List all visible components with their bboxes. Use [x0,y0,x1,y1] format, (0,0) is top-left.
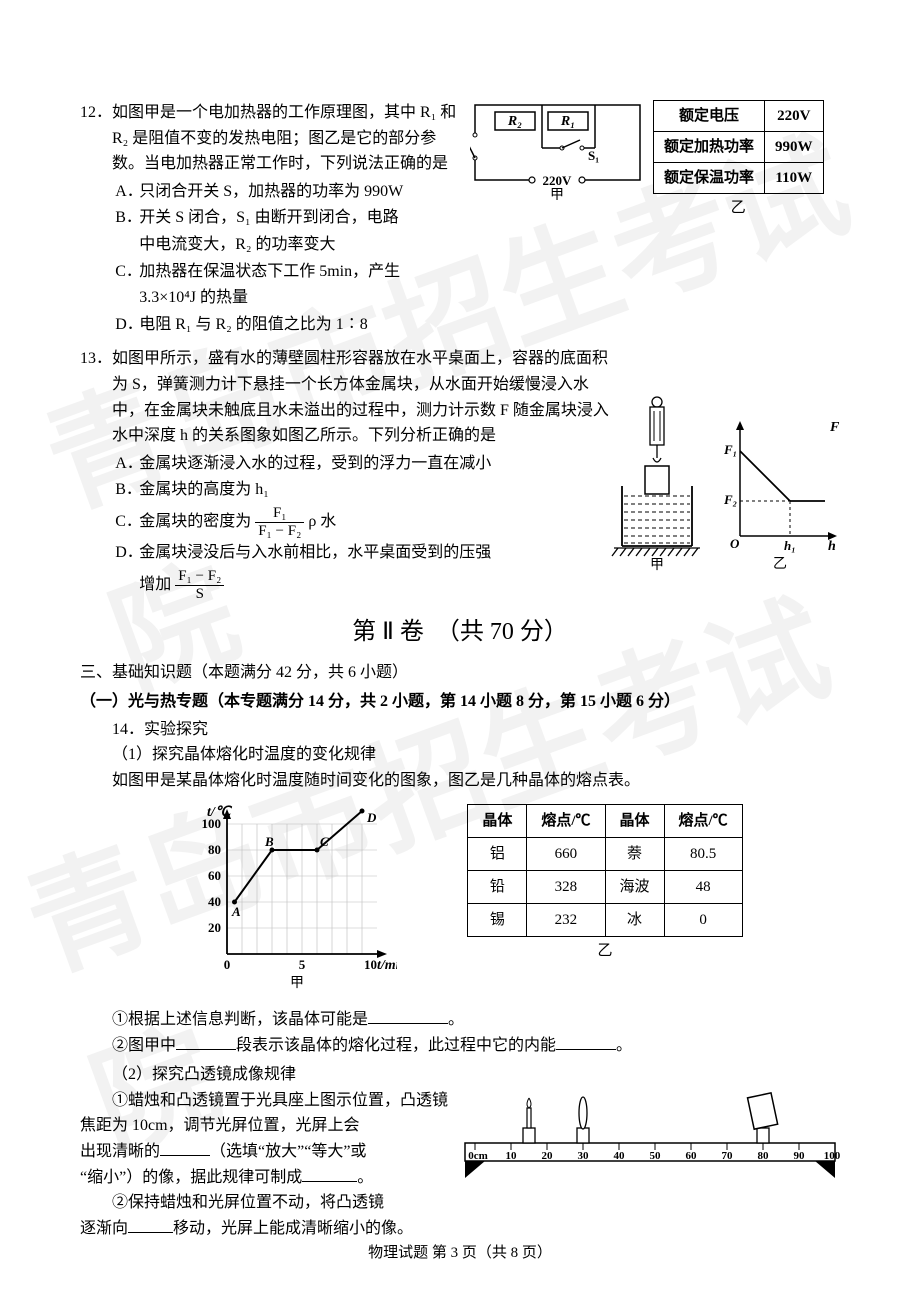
svg-text:70: 70 [722,1150,734,1162]
q12-param-table-yi: 额定电压220V 额定加热功率990W 额定保温功率110W 乙 [653,100,824,220]
q14-q1-1: ①根据上述信息判断，该晶体可能是。 [80,1007,840,1033]
q14-p1-desc: 如图甲是某晶体熔化时温度随时间变化的图象，图乙是几种晶体的熔点表。 [80,768,840,794]
mt-23: 0 [664,903,742,936]
q13-opt-d2: 增加 F₁ − F₂S [115,567,840,602]
page-footer: 物理试题 第 3 页（共 8 页） [0,1241,920,1265]
mt-03: 80.5 [664,837,742,870]
circuit-label-jia: 甲 [550,188,564,200]
svg-text:h₁: h₁ [784,538,796,553]
svg-text:30: 30 [578,1150,590,1162]
q14-p2-2a: ②保持蜡烛和光屏位置不动，将凸透镜 [80,1190,840,1216]
mt-00: 铝 [468,837,527,870]
q14-p2-2b: 逐渐向移动，光屏上能成清晰缩小的像。 [80,1216,840,1242]
mt-20: 锡 [468,903,527,936]
svg-text:60: 60 [686,1150,698,1162]
svg-text:B: B [264,834,274,849]
q14-chart-jia: t/℃ t/min 20 [177,804,397,998]
svg-text:40: 40 [208,894,221,909]
question-12: R₂ R₁ S₁ [80,100,840,338]
mt-22: 冰 [605,903,664,936]
q12-opt-c2: 3.3×10⁴J 的热量 [115,285,840,311]
q12-opt-d: D．电阻 R₁ 与 R₂ 的阻值之比为 1∶8 [115,312,840,338]
mt-10: 铅 [468,870,527,903]
param-r11: 990W [765,132,824,163]
mt-21: 232 [527,903,605,936]
q14-table-yi: 晶体 熔点/℃ 晶体 熔点/℃ 铝 660 萘 80.5 铅 328 海波 48 [467,804,742,963]
param-r10: 额定加热功率 [654,132,765,163]
q14-p1: （1）探究晶体熔化时温度的变化规律 [80,742,840,768]
svg-text:F: F [829,420,840,435]
part2-title: 第 Ⅱ 卷 （共 70 分） [80,613,840,651]
svg-text:F₁: F₁ [723,442,737,457]
q12-opt-c: C．加热器在保温状态下工作 5min，产生 [115,259,840,285]
r1-label: R₁ [560,114,575,129]
svg-text:100: 100 [824,1150,840,1162]
svg-text:90: 90 [794,1150,806,1162]
mt-02: 萘 [605,837,664,870]
q12-figure-group: R₂ R₁ S₁ [470,100,840,220]
svg-text:0cm: 0cm [468,1150,488,1162]
svg-text:10: 10 [506,1150,518,1162]
q13-graph-yi: F F₁ F₂ O h₁ h 乙 [720,416,840,571]
mt-h3: 熔点/℃ [664,804,742,837]
mt-13: 48 [664,870,742,903]
svg-text:0: 0 [224,957,231,972]
svg-text:50: 50 [650,1150,662,1162]
param-h1: 220V [765,101,824,132]
voltage-label: 220V [543,173,573,188]
svg-text:D: D [366,810,377,825]
q13-figure-group: 甲 F F₁ F₂ O h₁ h [610,396,840,571]
svg-text:C: C [320,834,329,849]
r2-label: R₂ [507,114,522,129]
param-h0: 额定电压 [654,101,765,132]
svg-text:100: 100 [202,816,222,831]
svg-text:20: 20 [542,1150,554,1162]
svg-text:O: O [730,536,740,551]
mt-h1: 熔点/℃ [527,804,605,837]
svg-text:5: 5 [299,957,306,972]
svg-text:80: 80 [208,842,221,857]
q14-optical-bench: 0cm 10 20 30 40 50 60 70 80 90 100 [460,1088,840,1192]
section-3-head: 三、基础知识题（本题满分 42 分，共 6 小题） [80,660,840,686]
q13-apparatus-jia: 甲 [610,396,705,571]
svg-text:10: 10 [364,957,377,972]
mt-01: 660 [527,837,605,870]
q14-chart-row: t/℃ t/min 20 [80,804,840,998]
svg-text:80: 80 [758,1150,770,1162]
q12-circuit-jia: R₂ R₁ S₁ [470,100,645,209]
q13-label-jia: 甲 [650,558,664,571]
svg-text:F₂: F₂ [723,492,737,507]
subsection-1-head: （一）光与热专题（本专题满分 14 分，共 2 小题，第 14 小题 8 分，第… [80,689,840,715]
svg-text:甲: 甲 [290,976,304,989]
q14-num: 14．实验探究 [80,717,840,743]
param-r21: 110W [765,163,824,194]
param-label-yi: 乙 [653,196,824,220]
q12-opt-b2: 中电流变大，R₂ 的功率变大 [115,232,840,258]
q14-q1-2: ②图甲中段表示该晶体的熔化过程，此过程中它的内能。 [80,1033,840,1059]
svg-text:A: A [231,904,241,919]
question-14: 14．实验探究 （1）探究晶体熔化时温度的变化规律 如图甲是某晶体熔化时温度随时… [80,717,840,1242]
svg-text:乙: 乙 [773,556,787,571]
svg-text:t/min: t/min [377,958,397,973]
mt-11: 328 [527,870,605,903]
q14-p2: （2）探究凸透镜成像规律 [80,1062,840,1088]
question-13: 甲 F F₁ F₂ O h₁ h [80,346,840,603]
param-r20: 额定保温功率 [654,163,765,194]
svg-text:20: 20 [208,920,221,935]
svg-text:60: 60 [208,868,221,883]
svg-text:h: h [828,539,836,554]
mt-12: 海波 [605,870,664,903]
mt-h0: 晶体 [468,804,527,837]
mt-label: 乙 [467,939,742,963]
svg-text:40: 40 [614,1150,626,1162]
s1-label: S₁ [588,148,599,163]
mt-h2: 晶体 [605,804,664,837]
